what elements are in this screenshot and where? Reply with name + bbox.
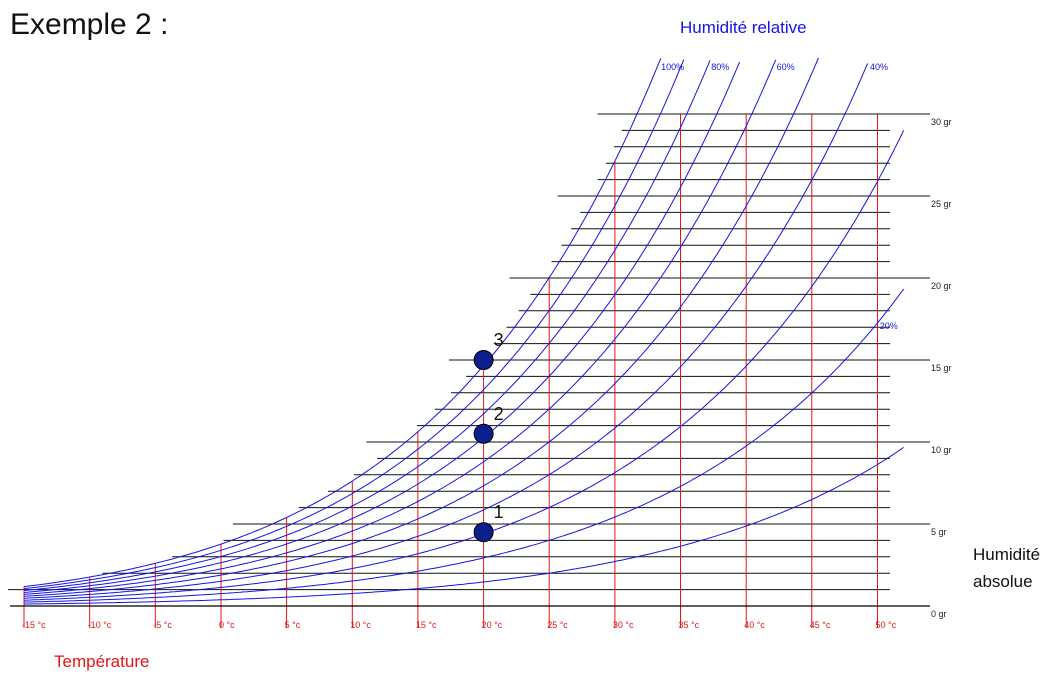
temperature-tick-label: 25 °c bbox=[547, 620, 568, 630]
rh-curve-label: 60% bbox=[777, 62, 795, 72]
data-point-label: 1 bbox=[494, 502, 504, 522]
absolute-humidity-tick-label: 15 gr bbox=[931, 363, 952, 373]
rh-curve-label: 40% bbox=[870, 62, 888, 72]
rh-curve-label: 100% bbox=[661, 62, 684, 72]
rh-curve bbox=[23, 57, 819, 597]
rh-curve bbox=[23, 59, 685, 590]
temperature-tick-label: 20 °c bbox=[482, 620, 503, 630]
data-point bbox=[473, 522, 494, 543]
absolute-humidity-tick-label: 30 gr bbox=[931, 117, 952, 127]
page-title: Exemple 2 : bbox=[10, 8, 169, 41]
rh-curve-label: 20% bbox=[880, 321, 898, 331]
relative-humidity-curves bbox=[23, 57, 905, 605]
temperature-lines bbox=[23, 114, 878, 628]
data-point bbox=[473, 350, 494, 370]
temperature-tick-label: 45 °c bbox=[810, 620, 831, 630]
absolute-humidity-tick-label: 5 gr bbox=[931, 527, 947, 537]
rh-curve bbox=[23, 59, 777, 595]
rh-curve bbox=[23, 58, 662, 588]
rh-curve bbox=[23, 63, 869, 599]
tick-labels: -15 °c -10 °c -5 °c 0 °c 5 °c 10 °c 15 °c 20 °c… bbox=[22, 62, 952, 630]
absolute-humidity-axis-title: Humidité absolue bbox=[973, 545, 1041, 591]
temperature-tick-label: 0 °c bbox=[219, 620, 235, 630]
temperature-tick-label: -10 °c bbox=[88, 620, 112, 630]
rh-curve bbox=[23, 130, 905, 601]
temperature-tick-label: 10 °c bbox=[350, 620, 371, 630]
temperature-tick-label: 40 °c bbox=[744, 620, 765, 630]
rh-curve-label: 80% bbox=[711, 62, 729, 72]
absolute-humidity-tick-label: 0 gr bbox=[931, 609, 947, 619]
temperature-tick-label: -5 °c bbox=[153, 620, 172, 630]
temperature-tick-label: 15 °c bbox=[416, 620, 437, 630]
absolute-humidity-tick-label: 20 gr bbox=[931, 281, 952, 291]
temperature-tick-label: 5 °c bbox=[285, 620, 301, 630]
rh-curve bbox=[23, 446, 904, 605]
temperature-tick-label: 30 °c bbox=[613, 620, 634, 630]
rh-curve bbox=[23, 288, 905, 603]
temperature-tick-label: -15 °c bbox=[22, 620, 46, 630]
data-point-label: 2 bbox=[494, 404, 504, 424]
rh-curve bbox=[23, 61, 741, 593]
temperature-axis-title: Température bbox=[54, 652, 150, 671]
temperature-tick-label: 50 °c bbox=[876, 620, 897, 630]
data-points: 1 2 3 bbox=[473, 330, 504, 543]
relative-humidity-title: Humidité relative bbox=[680, 18, 807, 37]
absolute-humidity-grid bbox=[8, 113, 930, 591]
rh-curve bbox=[23, 60, 711, 591]
temperature-tick-label: 35 °c bbox=[679, 620, 700, 630]
data-point bbox=[473, 423, 494, 444]
absolute-humidity-tick-label: 25 gr bbox=[931, 199, 952, 209]
data-point-label: 3 bbox=[494, 330, 504, 350]
absolute-humidity-tick-label: 10 gr bbox=[931, 445, 952, 455]
